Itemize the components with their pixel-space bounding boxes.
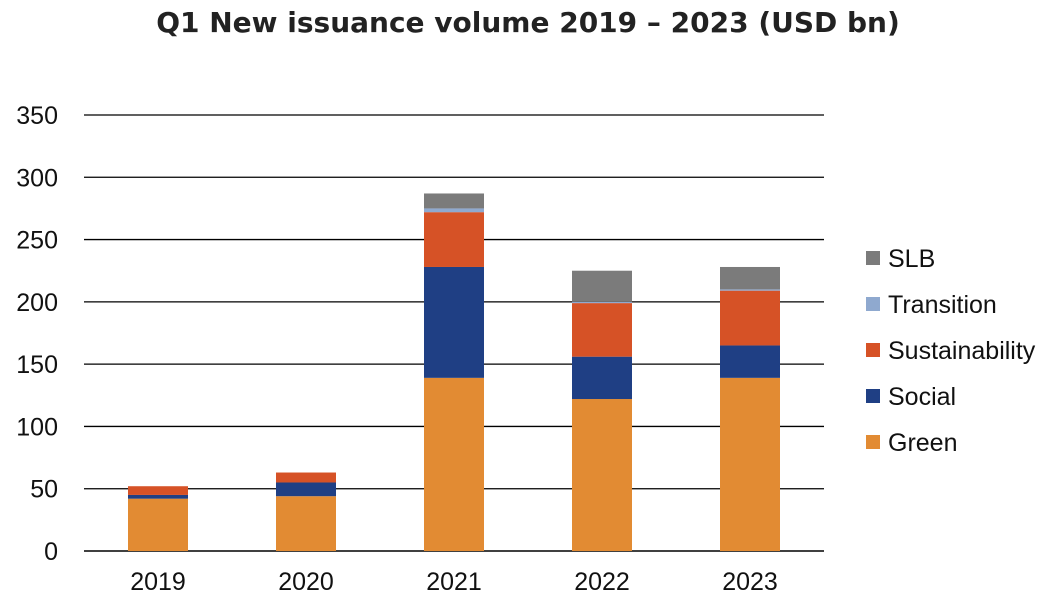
bar-segment-social-2020 [276, 482, 336, 497]
bar-segment-social-2021 [424, 266, 484, 378]
legend-item-transition: Transition [866, 291, 997, 319]
y-tick-label: 200 [16, 289, 58, 317]
chart-title: Q1 New issuance volume 2019 – 2023 (USD … [156, 6, 900, 39]
bar-segment-transition-2022 [572, 301, 632, 304]
x-tick-label: 2020 [278, 568, 334, 596]
bar-segment-green-2020 [276, 496, 336, 551]
y-tick-label: 150 [16, 351, 58, 379]
y-tick-label: 50 [30, 476, 58, 504]
x-tick-label: 2019 [130, 568, 186, 596]
bar-segment-green-2021 [424, 377, 484, 551]
legend-swatch [866, 251, 880, 265]
bar-segment-sustainability-2020 [276, 472, 336, 483]
bar-segment-slb-2023 [720, 266, 780, 290]
x-axis: 2019 2020 2021 2022 2023 [130, 568, 778, 596]
bar-segment-social-2019 [128, 494, 188, 499]
legend-swatch [866, 297, 880, 311]
legend-item-green: Green [866, 429, 957, 457]
x-tick-label: 2023 [722, 568, 778, 596]
bar-segment-sustainability-2022 [572, 303, 632, 357]
legend: SLB Transition Sustainability Social Green [866, 245, 1036, 457]
bar-segment-social-2022 [572, 356, 632, 400]
bar-segment-sustainability-2019 [128, 486, 188, 495]
bar-segment-green-2019 [128, 498, 188, 551]
bar-segment-green-2022 [572, 399, 632, 551]
bars-layer [128, 193, 780, 551]
legend-swatch [866, 389, 880, 403]
legend-label: Green [888, 429, 957, 457]
bar-segment-transition-2021 [424, 208, 484, 213]
x-tick-label: 2021 [426, 568, 482, 596]
legend-label: Sustainability [888, 337, 1036, 365]
bar-segment-slb-2021 [424, 193, 484, 209]
y-axis: 0 50 100 150 200 250 300 350 [16, 102, 58, 566]
legend-label: SLB [888, 245, 935, 273]
bar-segment-sustainability-2023 [720, 290, 780, 346]
legend-label: Social [888, 383, 956, 411]
x-tick-label: 2022 [574, 568, 630, 596]
legend-item-sustainability: Sustainability [866, 337, 1036, 365]
legend-swatch [866, 343, 880, 357]
y-tick-label: 0 [44, 538, 58, 566]
y-tick-label: 100 [16, 413, 58, 441]
legend-label: Transition [888, 291, 997, 319]
legend-swatch [866, 435, 880, 449]
y-tick-label: 250 [16, 227, 58, 255]
legend-item-social: Social [866, 383, 956, 411]
bar-segment-sustainability-2021 [424, 212, 484, 267]
bar-segment-transition-2023 [720, 289, 780, 291]
legend-item-slb: SLB [866, 245, 935, 273]
bar-segment-slb-2022 [572, 270, 632, 302]
bar-segment-social-2023 [720, 345, 780, 378]
y-tick-label: 300 [16, 164, 58, 192]
bar-segment-green-2023 [720, 377, 780, 551]
y-tick-label: 350 [16, 102, 58, 130]
